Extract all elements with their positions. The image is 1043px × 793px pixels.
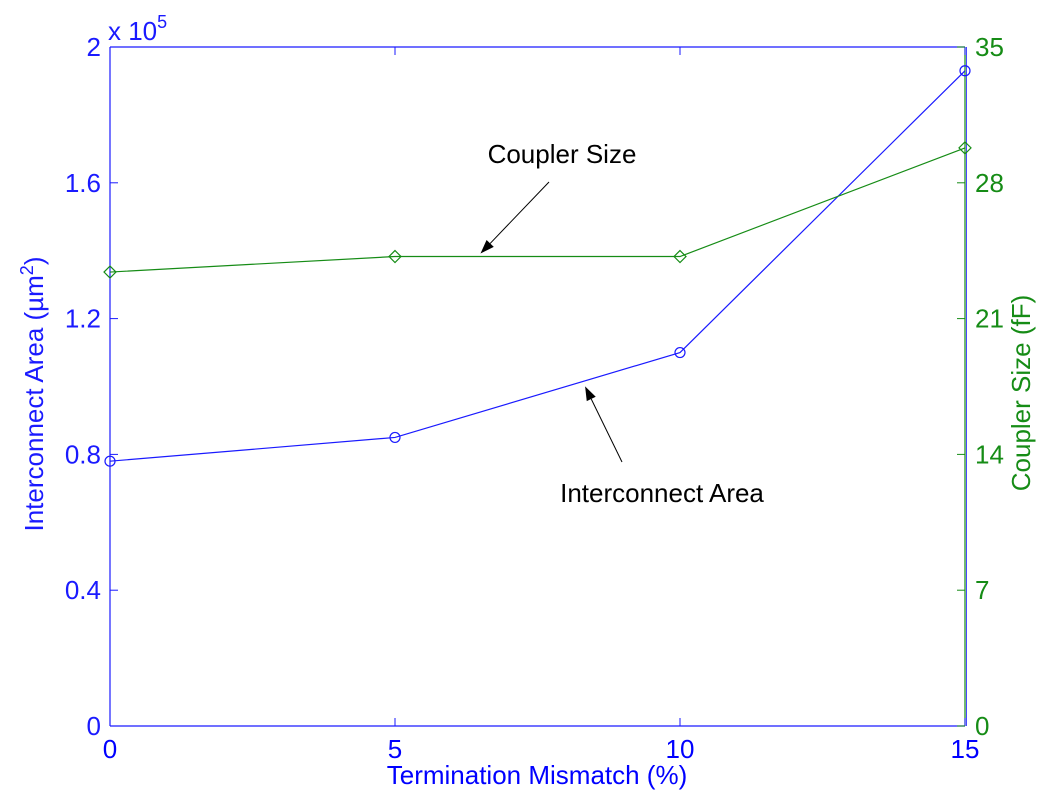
series-line-2 xyxy=(109,147,966,273)
y-right-axis-title: Coupler Size (fF) xyxy=(1006,295,1036,492)
plot-frame xyxy=(109,46,967,727)
data-point-diamond xyxy=(958,141,972,155)
y-right-tick-label: 28 xyxy=(975,168,1004,198)
x-tick-label: 0 xyxy=(103,734,117,764)
annotation-coupler-arrow-head xyxy=(480,239,494,254)
x-axis-title: Termination Mismatch (%) xyxy=(387,760,688,790)
annotation-interconnect-area: Interconnect Area xyxy=(560,478,764,508)
data-point-diamond xyxy=(673,249,687,264)
y-right-tick-label: 7 xyxy=(975,575,989,605)
y-left-tick-label: 1.2 xyxy=(65,304,101,334)
data-point-diamond xyxy=(103,265,117,279)
y-multiplier-label: x 105 xyxy=(108,12,167,46)
y-left-axis-title: Interconnect Area (µm2) xyxy=(17,256,49,531)
x-tick-label: 10 xyxy=(666,734,695,764)
y-right-tick-label: 21 xyxy=(975,304,1004,334)
x-tick-label: 5 xyxy=(388,734,402,764)
data-point-circle xyxy=(959,65,971,77)
data-point-diamond xyxy=(388,249,402,264)
y-left-tick-label: 0.8 xyxy=(65,439,101,469)
y-right-tick-label: 35 xyxy=(975,32,1004,62)
annotation-interconnect-arrow-shaft xyxy=(590,398,623,463)
annotations: Coupler Size Interconnect Area xyxy=(480,139,764,508)
annotation-coupler-arrow-shaft xyxy=(489,181,550,244)
y-left-tick-label: 0.4 xyxy=(65,575,101,605)
data-point-circle xyxy=(389,431,401,444)
series-line-1 xyxy=(109,70,966,462)
annotation-coupler-size: Coupler Size xyxy=(488,139,637,169)
y-right-tick-label: 0 xyxy=(975,711,989,741)
y-left-tick-label: 1.6 xyxy=(65,168,101,198)
y-left-tick-label: 0 xyxy=(87,711,101,741)
data-point-circle xyxy=(674,346,686,359)
data-point-circle xyxy=(104,455,116,467)
annotation-interconnect-arrow-head xyxy=(585,386,596,402)
x-tick-label: 15 xyxy=(951,734,980,764)
y-right-tick-label: 14 xyxy=(975,439,1004,469)
series-layer xyxy=(103,65,972,467)
y-left-tick-label: 2 xyxy=(87,32,101,62)
